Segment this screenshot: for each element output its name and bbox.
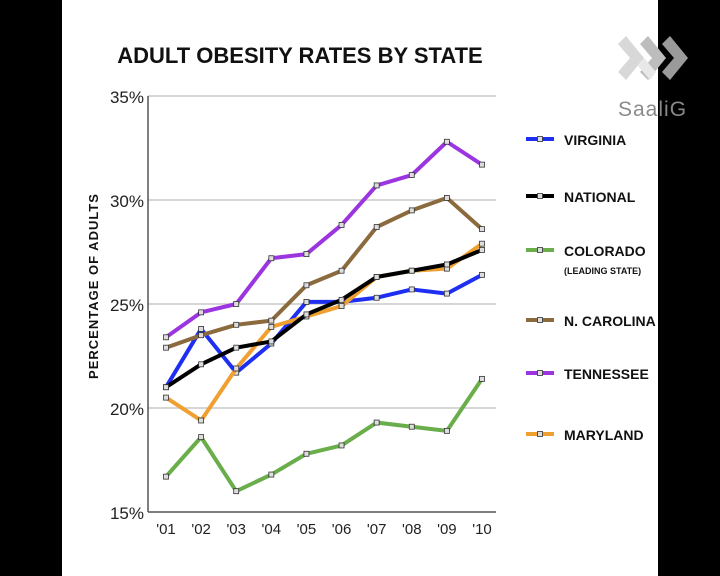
data-point: [198, 309, 205, 316]
data-point: [443, 138, 450, 145]
saalig-logo-icon: [618, 36, 688, 80]
x-tick-label: '01: [156, 521, 176, 538]
y-tick-label: 25%: [110, 296, 144, 315]
line-chart: ADULT OBESITY RATES BY STATE 15% 20% 25% 30%…: [86, 43, 656, 538]
data-point: [163, 384, 169, 391]
series-line-tennessee: [164, 139, 484, 340]
x-tick-label: '02: [191, 521, 211, 538]
legend-marker: [537, 370, 543, 376]
legend-marker: [537, 247, 543, 253]
data-point: [408, 207, 415, 214]
y-tick-label: 15%: [110, 504, 144, 523]
data-point: [163, 394, 169, 401]
data-point: [233, 301, 240, 307]
data-point: [443, 261, 450, 268]
x-tick-label: '08: [402, 521, 422, 538]
data-point: [479, 240, 485, 247]
data-point: [303, 450, 310, 457]
data-point: [233, 488, 240, 495]
legend-marker: [537, 136, 543, 142]
data-point: [479, 247, 485, 253]
legend-marker: [537, 431, 543, 437]
x-tick-label: '09: [437, 521, 457, 538]
data-point: [479, 375, 485, 382]
legend-label: COLORADO: [564, 243, 646, 259]
data-point: [479, 161, 485, 168]
data-point: [163, 334, 169, 341]
data-point: [198, 417, 205, 424]
chart-title: ADULT OBESITY RATES BY STATE: [117, 43, 482, 68]
data-point: [303, 251, 310, 257]
legend-label: VIRGINIA: [564, 132, 626, 148]
series-line-maryland: [164, 241, 484, 423]
series-line-virginia: [164, 272, 484, 390]
data-point: [268, 317, 275, 324]
data-point: [198, 361, 205, 368]
series-line-n-carolina: [164, 195, 484, 350]
data-point: [198, 434, 205, 441]
legend-label: NATIONAL: [564, 189, 636, 205]
data-point: [408, 423, 415, 430]
x-tick-label: '10: [472, 521, 492, 538]
data-point: [373, 224, 380, 230]
data-point: [338, 303, 345, 309]
data-point: [373, 182, 380, 189]
watermark-text: SaaliG: [618, 98, 688, 121]
x-tick-label: '07: [367, 521, 387, 538]
legend-label: N. CAROLINA: [564, 313, 656, 329]
y-axis-label: PERCENTAGE OF ADULTS: [86, 193, 101, 379]
series-line-national: [164, 247, 484, 390]
x-tick-label: '06: [332, 521, 352, 538]
data-point: [233, 344, 240, 351]
y-tick-label: 30%: [110, 192, 144, 211]
data-point: [303, 299, 310, 305]
data-point: [373, 294, 380, 301]
data-point: [443, 290, 450, 297]
series-line-colorado: [164, 376, 484, 494]
data-point: [268, 323, 275, 330]
legend-marker: [537, 193, 543, 199]
data-point: [373, 419, 380, 426]
x-tick-label: '04: [262, 521, 282, 538]
data-point: [198, 326, 205, 332]
data-point: [373, 274, 380, 280]
data-point: [163, 473, 169, 480]
data-point: [303, 282, 310, 289]
data-point: [303, 311, 310, 318]
data-point: [268, 255, 275, 262]
legend-marker: [537, 317, 543, 323]
data-point: [443, 427, 450, 434]
legend-label: MARYLAND: [564, 427, 644, 443]
data-point: [338, 222, 345, 228]
data-point: [443, 195, 450, 201]
data-point: [163, 344, 169, 351]
data-point: [338, 267, 345, 274]
data-point: [198, 332, 205, 339]
data-point: [479, 271, 485, 278]
data-point: [338, 442, 345, 449]
chart-panel: ADULT OBESITY RATES BY STATE 15% 20% 25% 30%…: [62, 0, 658, 576]
x-tick-label: '05: [297, 521, 317, 538]
data-point: [479, 226, 485, 233]
y-tick-label: 20%: [110, 400, 144, 419]
legend-sublabel: (LEADING STATE): [564, 266, 641, 276]
x-tick-label: '03: [226, 521, 246, 538]
data-point: [233, 365, 240, 372]
data-point: [408, 172, 415, 178]
data-point: [233, 321, 240, 328]
data-point: [268, 338, 275, 345]
y-tick-label: 35%: [110, 88, 144, 107]
data-point: [408, 286, 415, 293]
legend-label: TENNESSEE: [564, 366, 649, 382]
data-point: [268, 471, 275, 478]
data-point: [408, 267, 415, 274]
data-point: [338, 296, 345, 303]
